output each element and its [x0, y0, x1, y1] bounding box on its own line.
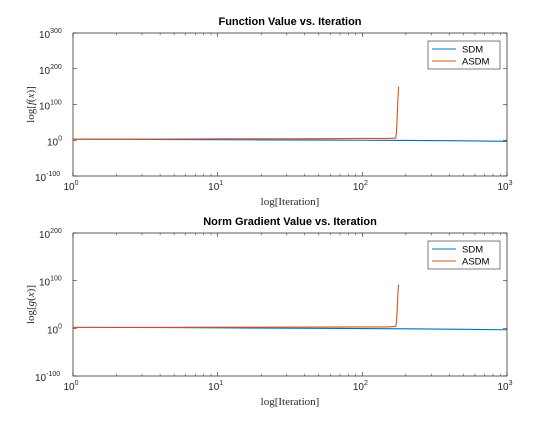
y-tick-label-base: 10 [39, 230, 51, 241]
x-tick-label: 100 [63, 380, 78, 393]
y-tick-label-exponent: 100 [50, 276, 62, 283]
x-tick-label-base: 10 [353, 382, 365, 393]
y-tick-label-base: 10 [35, 173, 47, 184]
x-tick-label-exponent: 0 [75, 180, 79, 187]
y-tick-label-base: 10 [39, 278, 51, 289]
y-tick-label: 10200 [39, 228, 62, 241]
y-tick-label-base: 10 [47, 137, 59, 148]
x-tick-label-base: 10 [208, 182, 220, 193]
x-tick-label: 102 [353, 380, 368, 393]
y-tick-label: 10200 [39, 64, 62, 77]
x-tick-label-exponent: 2 [364, 180, 368, 187]
x-axis-label: log[Iteration] [261, 396, 320, 408]
y-tick-label: 100 [47, 135, 62, 148]
x-tick-label: 101 [208, 380, 223, 393]
legend-label-sdm: SDM [462, 45, 483, 56]
chart-title: Function Value vs. Iteration [218, 16, 361, 28]
x-tick-label-exponent: 1 [219, 380, 223, 387]
legend-label-sdm: SDM [462, 245, 483, 256]
x-tick-label-base: 10 [208, 382, 220, 393]
x-tick-label-base: 10 [497, 382, 509, 393]
y-tick-label-base: 10 [39, 30, 51, 41]
y-tick-label: 10100 [39, 276, 62, 289]
y-axis-label: log[g(x)] [25, 285, 37, 324]
x-tick-label: 101 [208, 180, 223, 193]
y-tick-label-base: 10 [39, 102, 51, 113]
y-tick-label-exponent: -100 [46, 371, 60, 378]
x-tick-label-base: 10 [63, 182, 75, 193]
y-tick-label-exponent: 0 [58, 135, 62, 142]
x-tick-label: 103 [497, 180, 512, 193]
y-tick-label: 10100 [39, 100, 62, 113]
x-tick-label-exponent: 0 [75, 380, 79, 387]
y-tick-label-exponent: 200 [50, 228, 62, 235]
y-tick-label-base: 10 [47, 325, 59, 336]
x-tick-label-exponent: 1 [219, 180, 223, 187]
chart-title: Norm Gradient Value vs. Iteration [203, 216, 377, 228]
y-tick-label-base: 10 [39, 66, 51, 77]
x-tick-label: 102 [353, 180, 368, 193]
y-tick-label: 100 [47, 323, 62, 336]
y-tick-label: 10-100 [35, 371, 60, 384]
y-tick-label-base: 10 [35, 373, 47, 384]
y-axis-label: log[f(x)] [25, 86, 37, 123]
x-axis-label: log[Iteration] [261, 196, 320, 208]
x-tick-label-exponent: 3 [509, 380, 513, 387]
y-tick-label-exponent: -100 [46, 171, 60, 178]
legend-label-asdm: ASDM [462, 57, 490, 68]
x-tick-label: 100 [63, 180, 78, 193]
y-tick-label-exponent: 300 [50, 28, 62, 35]
x-tick-label-base: 10 [63, 382, 75, 393]
x-tick-label-exponent: 3 [509, 180, 513, 187]
x-tick-label-base: 10 [497, 182, 509, 193]
x-tick-label-exponent: 2 [364, 380, 368, 387]
x-tick-label: 103 [497, 380, 512, 393]
y-tick-label-exponent: 0 [58, 323, 62, 330]
legend-label-asdm: ASDM [462, 257, 490, 268]
y-tick-label-exponent: 200 [50, 64, 62, 71]
y-tick-label-exponent: 100 [50, 100, 62, 107]
y-tick-label: 10300 [39, 28, 62, 41]
x-tick-label-base: 10 [353, 182, 365, 193]
y-tick-label: 10-100 [35, 171, 60, 184]
